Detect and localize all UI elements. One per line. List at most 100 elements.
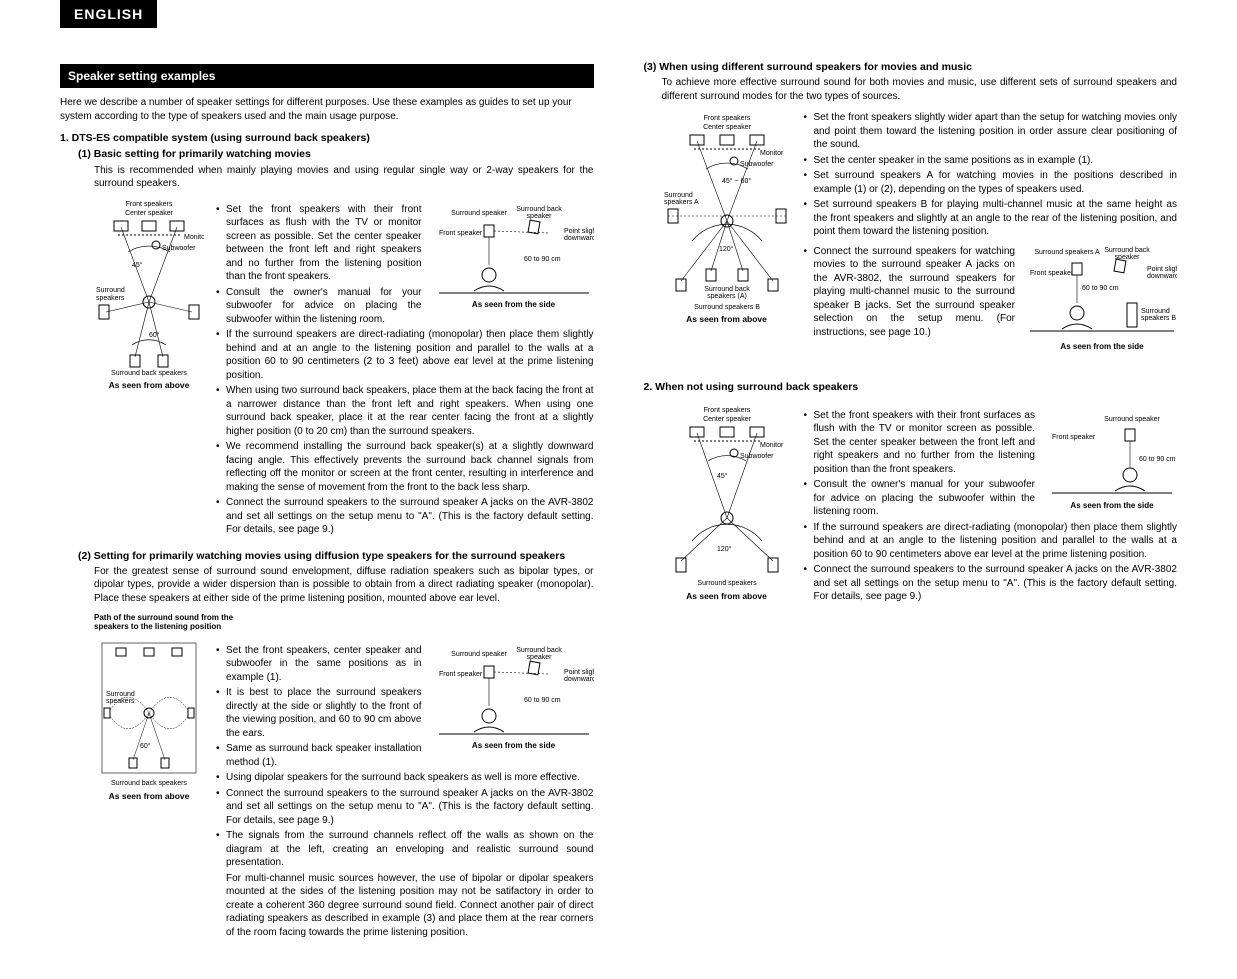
two-column-layout: Speaker setting examples Here we describ… xyxy=(60,58,1177,939)
bullet-list: Connect the surround speakers for watchi… xyxy=(804,245,1016,353)
svg-text:Surround: Surround xyxy=(96,287,125,294)
svg-text:Surround back: Surround back xyxy=(516,206,562,213)
svg-text:Center speaker: Center speaker xyxy=(703,124,752,131)
bullet-item: Connect the surround speakers to the sur… xyxy=(216,496,594,537)
svg-text:speakers: speakers xyxy=(96,295,125,302)
svg-text:Surround back: Surround back xyxy=(516,647,562,654)
svg-text:Surround speaker: Surround speaker xyxy=(1104,416,1160,423)
bullet-list: If the surround speakers are direct-radi… xyxy=(804,521,1178,604)
diagram-caption-side: As seen from the side xyxy=(434,741,594,752)
bullet-list: Set the front speakers, center speaker a… xyxy=(216,644,422,772)
section-3-lead: To achieve more effective surround sound… xyxy=(662,76,1178,103)
svg-text:Monitor: Monitor xyxy=(760,442,784,449)
section-1-2-bullets-wrap: Set the front speakers, center speaker a… xyxy=(216,638,594,940)
svg-text:Surround speakers A: Surround speakers A xyxy=(1034,249,1100,256)
bullet-item: If the surround speakers are direct-radi… xyxy=(804,521,1178,562)
svg-text:Subwoofer: Subwoofer xyxy=(740,453,774,460)
svg-text:Surround speaker: Surround speaker xyxy=(451,210,507,217)
bullet-item: If the surround speakers are direct-radi… xyxy=(216,328,594,382)
svg-text:Surround speakers B: Surround speakers B xyxy=(694,304,760,311)
diagram-caption-above: As seen from above xyxy=(662,314,792,325)
svg-text:Subwoofer: Subwoofer xyxy=(740,161,774,168)
svg-text:Monitor: Monitor xyxy=(184,234,204,241)
bullet-item: Set surround speakers B for playing mult… xyxy=(804,198,1178,239)
section-1-1-lead: This is recommended when mainly playing … xyxy=(94,164,594,191)
section-1-1-title: (1) Basic setting for primarily watching… xyxy=(78,147,594,161)
svg-text:45°: 45° xyxy=(132,261,143,269)
svg-text:Surround: Surround xyxy=(1141,308,1170,315)
svg-text:45° ~ 60°: 45° ~ 60° xyxy=(722,177,751,185)
bullet-item: Set the front speakers, center speaker a… xyxy=(216,644,422,685)
page-root: ENGLISH Speaker setting examples Here we… xyxy=(0,0,1237,979)
svg-text:speakers A: speakers A xyxy=(664,199,699,206)
left-column: Speaker setting examples Here we describ… xyxy=(60,58,594,939)
bullet-item: Connect the surround speakers to the sur… xyxy=(804,563,1178,604)
bullet-list: Set the front speakers slightly wider ap… xyxy=(804,111,1178,239)
section-3-title: (3) When using different surround speake… xyxy=(644,60,1178,74)
svg-text:Point slightly: Point slightly xyxy=(1147,266,1177,273)
diagram-side-view-2: Surround speaker Surround back speaker F… xyxy=(434,644,594,772)
bullet-item: Set the center speaker in the same posit… xyxy=(804,154,1178,168)
svg-text:speaker: speaker xyxy=(526,654,552,661)
diagram-top-view-2: Surround speakers 60° Surround bac xyxy=(94,638,204,940)
svg-text:60 to 90 cm: 60 to 90 cm xyxy=(524,256,561,263)
bullet-item: Set the front speakers with their front … xyxy=(804,409,1036,477)
svg-text:Front speaker: Front speaker xyxy=(439,671,483,678)
section-3-bullets-wrap: Set the front speakers slightly wider ap… xyxy=(804,111,1178,352)
path-title: Path of the surround sound from the spea… xyxy=(94,613,244,631)
diagram-caption-side: As seen from the side xyxy=(1027,342,1177,353)
diagram-caption-side: As seen from the side xyxy=(434,300,594,311)
language-tab: ENGLISH xyxy=(60,0,157,28)
intro-text: Here we describe a number of speaker set… xyxy=(60,96,594,123)
svg-text:Surround back: Surround back xyxy=(1104,247,1150,254)
bullet-item: Consult the owner's manual for your subw… xyxy=(216,286,422,327)
diagram-caption-above: As seen from above xyxy=(94,380,204,391)
diagram-top-view-3: Front speakers Center speaker Monitor Su… xyxy=(662,111,792,352)
svg-text:Surround: Surround xyxy=(106,691,135,698)
svg-text:speakers B: speakers B xyxy=(1141,315,1176,322)
svg-text:Surround back: Surround back xyxy=(704,286,750,293)
svg-text:speaker: speaker xyxy=(526,213,552,220)
bullet-item: It is best to place the surround speaker… xyxy=(216,686,422,740)
section-header-bar: Speaker setting examples xyxy=(60,64,594,88)
svg-text:60 to 90 cm: 60 to 90 cm xyxy=(1082,285,1119,292)
svg-text:Monitor: Monitor xyxy=(760,150,784,157)
svg-text:Front speakers: Front speakers xyxy=(703,115,750,122)
svg-text:60 to 90 cm: 60 to 90 cm xyxy=(524,697,561,704)
section-1-2-lead: For the greatest sense of surround sound… xyxy=(94,565,594,606)
svg-text:Front speakers: Front speakers xyxy=(703,407,750,414)
tail-paragraph: For multi-channel music sources however,… xyxy=(216,872,594,940)
diagram-side-view-1: Surround speaker Surround back speaker F… xyxy=(434,203,594,329)
svg-text:60 to 90 cm: 60 to 90 cm xyxy=(1139,456,1176,463)
svg-text:Surround speakers: Surround speakers xyxy=(697,580,757,587)
svg-text:45°: 45° xyxy=(717,472,728,480)
svg-text:Center speaker: Center speaker xyxy=(703,416,752,423)
diagram-caption-side: As seen from the side xyxy=(1047,501,1177,512)
diagram-top-view-1: Front speakers Center speaker Monitor Su… xyxy=(94,197,204,539)
section-2-bullets-wrap: Set the front speakers with their front … xyxy=(804,403,1178,606)
diagram-side-view-4: Surround speaker Front speaker 60 to 90 … xyxy=(1047,409,1177,521)
svg-text:Point slightly: Point slightly xyxy=(564,228,594,235)
bullet-item: When using two surround back speakers, p… xyxy=(216,384,594,438)
bullet-item: Set the front speakers slightly wider ap… xyxy=(804,111,1178,152)
svg-text:Subwoofer: Subwoofer xyxy=(162,245,196,252)
svg-text:Surround back speakers: Surround back speakers xyxy=(111,370,187,377)
bullet-list: Using dipolar speakers for the surround … xyxy=(216,771,594,870)
bullet-item: Consult the owner's manual for your subw… xyxy=(804,478,1036,519)
diagram-caption-above: As seen from above xyxy=(662,591,792,602)
bullet-item: We recommend installing the surround bac… xyxy=(216,440,594,494)
bullet-list: Set the front speakers with their front … xyxy=(216,203,422,329)
bullet-item: Set the front speakers with their front … xyxy=(216,203,422,284)
diagram-side-view-3: Surround speakers A Surround back speake… xyxy=(1027,245,1177,353)
bullet-item: The signals from the surround channels r… xyxy=(216,829,594,870)
svg-text:60°: 60° xyxy=(140,742,151,750)
svg-text:downwards: downwards xyxy=(564,676,594,683)
svg-text:Surround back speakers: Surround back speakers xyxy=(111,780,187,787)
section-1-title: 1. DTS-ES compatible system (using surro… xyxy=(60,131,594,145)
bullet-item: Same as surround back speaker installati… xyxy=(216,742,422,769)
svg-text:speakers: speakers xyxy=(106,698,135,705)
diagram-top-view-4: Front speakers Center speaker Monitor Su… xyxy=(662,403,792,606)
bullet-item: Connect the surround speakers to the sur… xyxy=(216,787,594,828)
section-1-1-bullets-wrap: Set the front speakers with their front … xyxy=(216,197,594,539)
svg-text:Front speaker: Front speaker xyxy=(439,230,483,237)
